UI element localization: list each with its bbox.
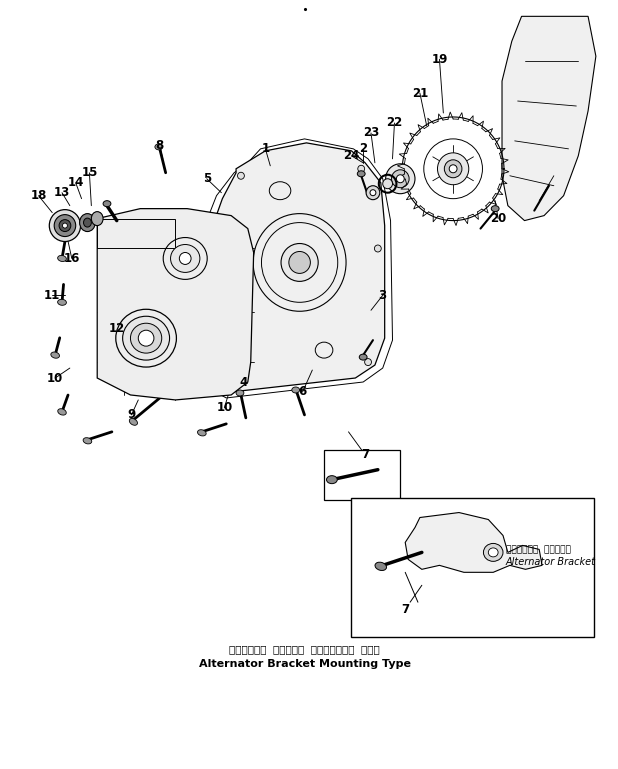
Ellipse shape <box>375 245 381 252</box>
Text: 2: 2 <box>359 142 367 155</box>
Ellipse shape <box>491 205 499 211</box>
Text: 11: 11 <box>44 289 61 301</box>
Text: 4: 4 <box>240 375 248 388</box>
Ellipse shape <box>198 430 206 436</box>
Ellipse shape <box>54 215 75 237</box>
Text: Alternator Bracket: Alternator Bracket <box>506 558 596 568</box>
Text: Alternator Bracket Mounting Type: Alternator Bracket Mounting Type <box>198 659 410 669</box>
Ellipse shape <box>59 220 71 231</box>
Ellipse shape <box>383 178 392 188</box>
Text: オルタネータ  ブラケット  マウンティング  タイプ: オルタネータ ブラケット マウンティング タイプ <box>229 644 380 654</box>
Text: 8: 8 <box>156 139 164 152</box>
Ellipse shape <box>155 144 163 150</box>
Text: 18: 18 <box>30 189 47 202</box>
Ellipse shape <box>91 211 103 225</box>
Polygon shape <box>97 208 253 400</box>
Text: 14: 14 <box>67 176 84 189</box>
Ellipse shape <box>236 390 244 396</box>
Polygon shape <box>405 512 542 572</box>
Ellipse shape <box>370 190 376 195</box>
Text: 1: 1 <box>261 142 269 155</box>
Bar <box>324 450 400 500</box>
Ellipse shape <box>51 352 59 358</box>
Ellipse shape <box>62 223 67 228</box>
Ellipse shape <box>49 210 80 241</box>
Polygon shape <box>353 500 408 574</box>
Ellipse shape <box>366 186 380 200</box>
Ellipse shape <box>359 354 367 360</box>
Polygon shape <box>502 16 596 221</box>
Ellipse shape <box>449 165 457 173</box>
Ellipse shape <box>357 171 365 177</box>
Bar <box>97 218 176 248</box>
Text: オルタネータ  ブラケット: オルタネータ ブラケット <box>506 545 571 554</box>
Text: 7: 7 <box>401 603 409 616</box>
Text: 24: 24 <box>343 149 360 162</box>
Text: 23: 23 <box>363 126 379 139</box>
Ellipse shape <box>57 255 66 261</box>
Ellipse shape <box>392 170 409 188</box>
Ellipse shape <box>129 418 137 425</box>
Text: 12: 12 <box>109 321 125 335</box>
Ellipse shape <box>488 548 498 557</box>
Ellipse shape <box>57 299 66 305</box>
Ellipse shape <box>237 172 244 179</box>
Ellipse shape <box>130 323 162 353</box>
Text: 9: 9 <box>127 408 135 421</box>
Ellipse shape <box>365 358 371 365</box>
Ellipse shape <box>292 387 300 393</box>
Text: 16: 16 <box>64 252 80 265</box>
Ellipse shape <box>138 330 154 346</box>
Ellipse shape <box>122 316 169 360</box>
Polygon shape <box>214 143 384 392</box>
Ellipse shape <box>375 562 386 571</box>
Text: 19: 19 <box>431 53 447 65</box>
Text: 10: 10 <box>216 401 232 414</box>
Ellipse shape <box>213 277 220 284</box>
Ellipse shape <box>438 153 469 185</box>
Ellipse shape <box>289 251 310 274</box>
Ellipse shape <box>179 252 191 265</box>
Ellipse shape <box>228 371 235 378</box>
Ellipse shape <box>358 165 365 172</box>
Ellipse shape <box>444 160 462 178</box>
Ellipse shape <box>171 245 200 272</box>
Text: 15: 15 <box>81 166 98 179</box>
Ellipse shape <box>386 164 415 194</box>
Text: 21: 21 <box>412 87 428 99</box>
Ellipse shape <box>396 175 404 183</box>
Ellipse shape <box>57 408 66 415</box>
Ellipse shape <box>83 218 91 227</box>
Bar <box>352 498 594 637</box>
Text: 22: 22 <box>386 116 402 129</box>
Text: 20: 20 <box>490 212 506 225</box>
Text: 7: 7 <box>361 448 369 461</box>
Text: 3: 3 <box>379 289 387 301</box>
Ellipse shape <box>83 438 91 444</box>
Text: 13: 13 <box>54 186 70 199</box>
Text: 10: 10 <box>47 371 63 384</box>
Ellipse shape <box>281 244 318 281</box>
Ellipse shape <box>103 201 111 207</box>
Ellipse shape <box>326 476 337 484</box>
Text: 5: 5 <box>203 172 211 185</box>
Ellipse shape <box>483 544 503 561</box>
Text: 6: 6 <box>298 385 307 398</box>
Ellipse shape <box>80 214 95 231</box>
